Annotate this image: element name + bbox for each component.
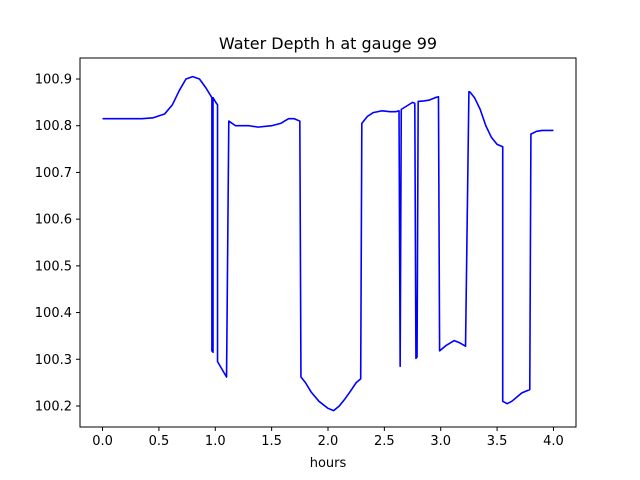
x-axis-label: hours [310,456,347,471]
x-tick-label: 4.0 [543,434,564,449]
y-axis-ticks: 100.2 100.3 100.4 100.5 100.6 100.7 100.8 100.9 [35,73,80,414]
plot-frame [79,57,577,428]
x-tick-label: 2.0 [318,434,339,449]
series-layer [102,75,554,412]
x-tick-label: 3.0 [430,434,451,449]
y-tick-label: 100.3 [35,353,72,368]
x-tick-label: 1.0 [205,434,226,449]
x-axis-ticks: 0.0 0.5 1.0 1.5 2.0 2.5 3.0 3.5 4.0 [92,427,564,449]
y-tick-label: 100.2 [35,399,72,414]
y-tick-label: 100.9 [35,73,72,88]
chart-title: Water Depth h at gauge 99 [219,34,437,53]
x-tick-label: 3.5 [487,434,508,449]
x-tick-label: 0.0 [92,434,113,449]
y-tick-label: 100.5 [35,259,72,274]
x-tick-label: 1.5 [261,434,282,449]
x-tick-label: 2.5 [374,434,395,449]
water-depth-line [102,75,554,412]
y-tick-label: 100.7 [35,166,72,181]
x-tick-label: 0.5 [149,434,170,449]
y-tick-label: 100.6 [35,213,72,228]
y-tick-label: 100.8 [35,119,72,134]
y-tick-label: 100.4 [35,306,72,321]
